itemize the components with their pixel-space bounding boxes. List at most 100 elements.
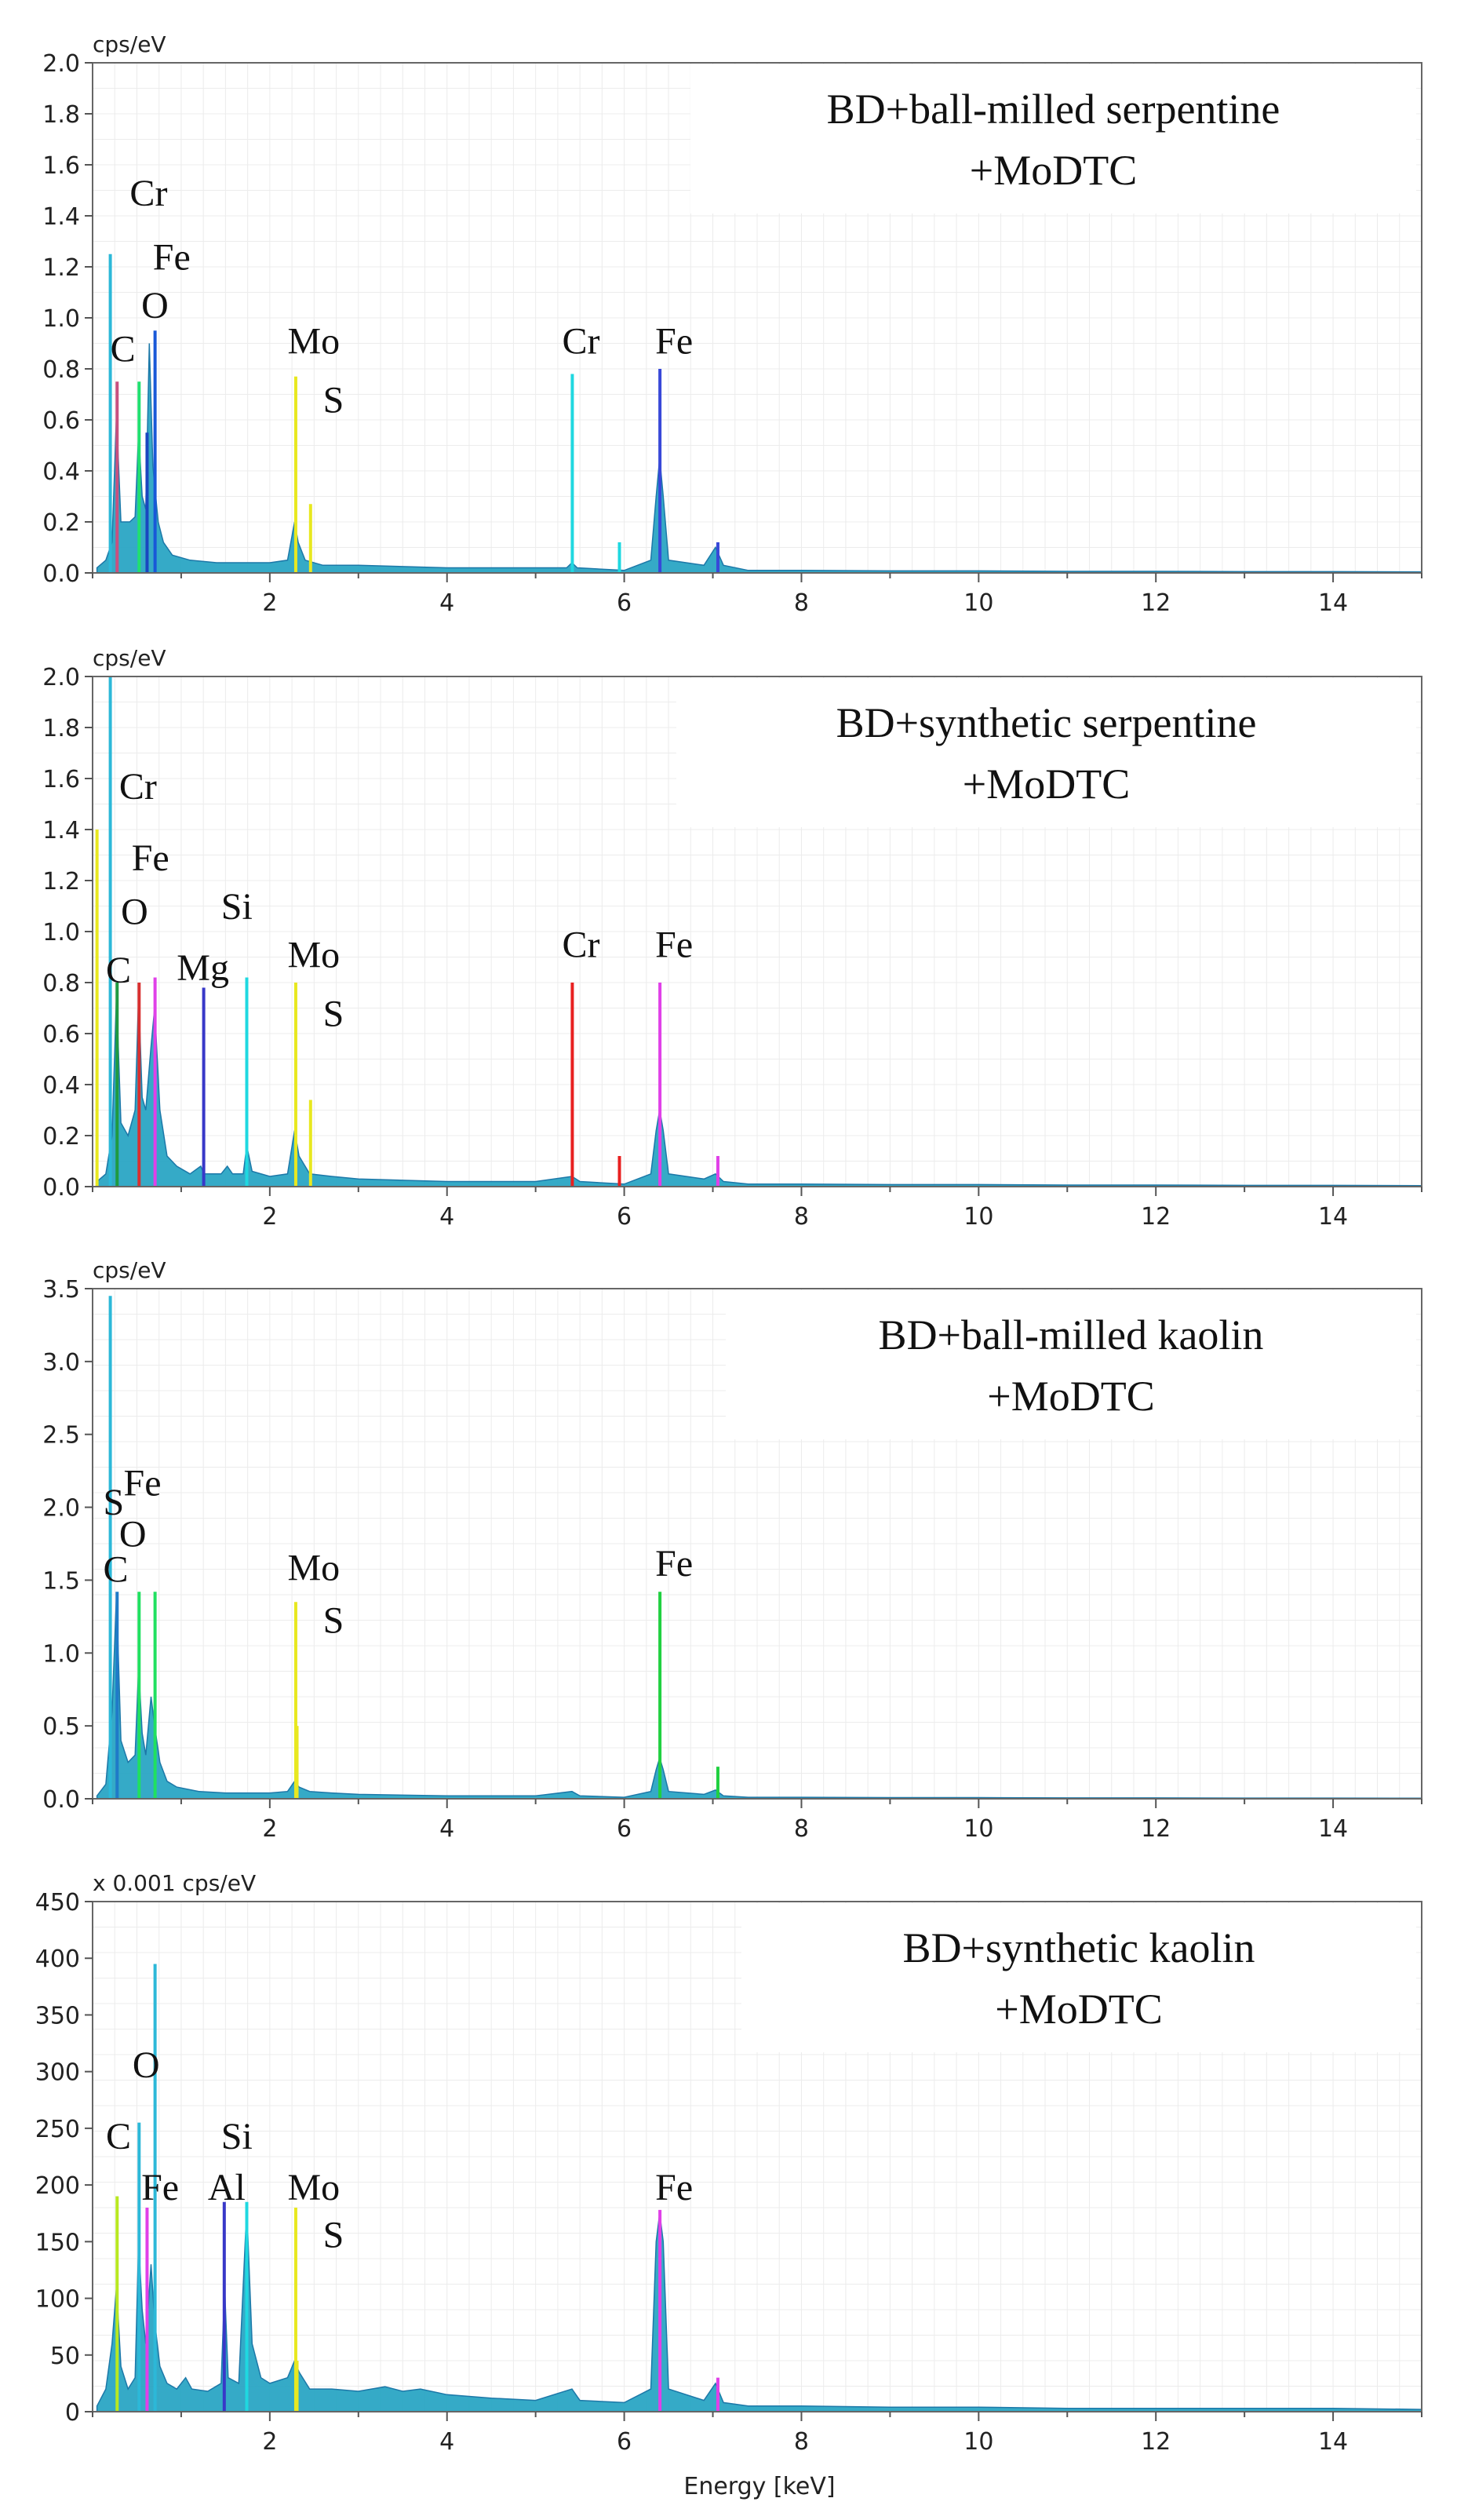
element-label-si: Si: [221, 886, 253, 928]
element-label-o: O: [121, 891, 148, 932]
x-tick-label: 4: [439, 1203, 454, 1231]
element-label-c: C: [104, 1548, 129, 1590]
chart-panel-4: BD+synthetic kaolin +MoDTC OC Si Fe Al Mo S Fe x …: [35, 1870, 1422, 2456]
y-tick-label: 1.4: [42, 817, 80, 844]
y-tick-label: 150: [35, 2229, 80, 2256]
title-box: [676, 678, 1416, 827]
x-tick-label: 12: [1141, 589, 1171, 617]
y-tick-label: 0.5: [42, 1713, 80, 1741]
element-label-mo: Mo: [287, 935, 340, 976]
y-tick-label: 200: [35, 2172, 80, 2200]
plot-frame: [92, 1288, 1422, 1800]
x-tick-label: 6: [617, 2428, 632, 2456]
y-tick-label: 0.0: [42, 560, 80, 588]
element-label-cr: Cr: [563, 924, 600, 966]
y-tick-label: 0.0: [42, 1174, 80, 1202]
element-label-fe: Fe: [655, 1543, 693, 1585]
chart-title-line: BD+synthetic serpentine: [836, 699, 1257, 746]
x-axis-label: Energy [keV]: [683, 2473, 835, 2500]
y-tick-label: 0.6: [42, 407, 80, 435]
y-tick-label: 100: [35, 2286, 80, 2314]
x-tick-label: 14: [1318, 1203, 1348, 1231]
y-tick-label: 3.0: [42, 1349, 80, 1377]
chart-panel-2: BD+synthetic serpentine +MoDTC Cr Fe O Si Mg C M…: [42, 645, 1422, 1231]
chart-title-line: BD+ball-milled kaolin: [879, 1311, 1264, 1358]
title-box: [690, 64, 1416, 213]
y-tick-label: 1.5: [42, 1567, 80, 1595]
chart-title-line: BD+synthetic kaolin: [903, 1924, 1255, 1971]
y-tick-label: 3.5: [42, 1276, 80, 1304]
y-axis-unit-label: cps/eV: [93, 31, 166, 57]
x-tick-label: 10: [963, 589, 993, 617]
chart-title-line: +MoDTC: [995, 1986, 1162, 2033]
x-tick-label: 6: [617, 589, 632, 617]
element-label-mg: Mg: [177, 947, 229, 989]
element-label-o: O: [119, 1514, 147, 1555]
x-tick-label: 14: [1318, 1815, 1348, 1843]
x-tick-label: 12: [1141, 2428, 1171, 2456]
y-tick-label: 2.5: [42, 1422, 80, 1450]
y-tick-label: 1.2: [42, 868, 80, 895]
x-tick-label: 2: [262, 589, 277, 617]
y-tick-label: 2.0: [42, 664, 80, 691]
element-label-c: C: [106, 950, 131, 991]
x-tick-label: 12: [1141, 1203, 1171, 1231]
element-label-si: Si: [221, 2116, 253, 2157]
title-box: [726, 1290, 1416, 1439]
x-tick-label: 4: [439, 2428, 454, 2456]
element-label-s: S: [323, 379, 344, 421]
element-label-o: O: [141, 285, 169, 326]
element-label-cr: Cr: [119, 766, 157, 808]
y-tick-label: 450: [35, 1889, 80, 1916]
x-tick-label: 4: [439, 1815, 454, 1843]
element-label-mo: Mo: [287, 321, 340, 363]
element-label-fe: Fe: [655, 924, 693, 966]
y-tick-label: 1.8: [42, 101, 80, 129]
y-tick-label: 50: [50, 2343, 80, 2370]
y-tick-label: 1.0: [42, 1640, 80, 1668]
x-tick-label: 4: [439, 589, 454, 617]
x-tick-label: 6: [617, 1203, 632, 1231]
x-tick-label: 2: [262, 1815, 277, 1843]
element-label-mo: Mo: [287, 1547, 340, 1588]
y-tick-label: 1.0: [42, 305, 80, 333]
x-tick-label: 14: [1318, 589, 1348, 617]
element-label-al: Al: [208, 2167, 246, 2208]
y-tick-label: 0.8: [42, 356, 80, 384]
x-tick-label: 14: [1318, 2428, 1348, 2456]
x-tick-label: 2: [262, 2428, 277, 2456]
y-tick-label: 250: [35, 2116, 80, 2143]
element-label-s: S: [323, 2215, 344, 2256]
element-label-fe: Fe: [132, 837, 169, 879]
y-tick-label: 2.0: [42, 1495, 80, 1523]
y-tick-label: 0.4: [42, 1072, 80, 1100]
y-tick-label: 350: [35, 2002, 80, 2029]
y-tick-label: 0: [65, 2399, 80, 2427]
element-label-cr: Cr: [129, 173, 167, 214]
y-tick-label: 0.2: [42, 1123, 80, 1151]
y-axis-unit-label: x 0.001 cps/eV: [93, 1870, 256, 1896]
element-label-s: S: [323, 993, 344, 1034]
element-label-mo: Mo: [287, 2167, 340, 2208]
element-label-c: C: [111, 328, 136, 370]
y-tick-label: 0.8: [42, 970, 80, 997]
y-axis-unit-label: cps/eV: [93, 1257, 166, 1283]
element-label-s: S: [104, 1482, 125, 1523]
x-tick-label: 10: [963, 1203, 993, 1231]
y-tick-label: 1.6: [42, 766, 80, 793]
y-tick-label: 2.0: [42, 50, 80, 78]
x-tick-label: 12: [1141, 1815, 1171, 1843]
y-tick-label: 1.6: [42, 152, 80, 180]
element-label-fe: Fe: [141, 2167, 179, 2208]
y-tick-label: 400: [35, 1946, 80, 1973]
y-tick-label: 1.0: [42, 919, 80, 946]
title-box: [741, 1903, 1416, 2052]
element-label-fe: Fe: [655, 2167, 693, 2208]
element-label-s: S: [323, 1599, 344, 1641]
chart-panel-1: BD+ball-milled serpentine +MoDTC Cr Fe OC Mo S…: [42, 31, 1422, 617]
x-tick-label: 8: [794, 1203, 809, 1231]
plot-frame: [92, 1901, 1422, 2412]
x-tick-label: 8: [794, 2428, 809, 2456]
